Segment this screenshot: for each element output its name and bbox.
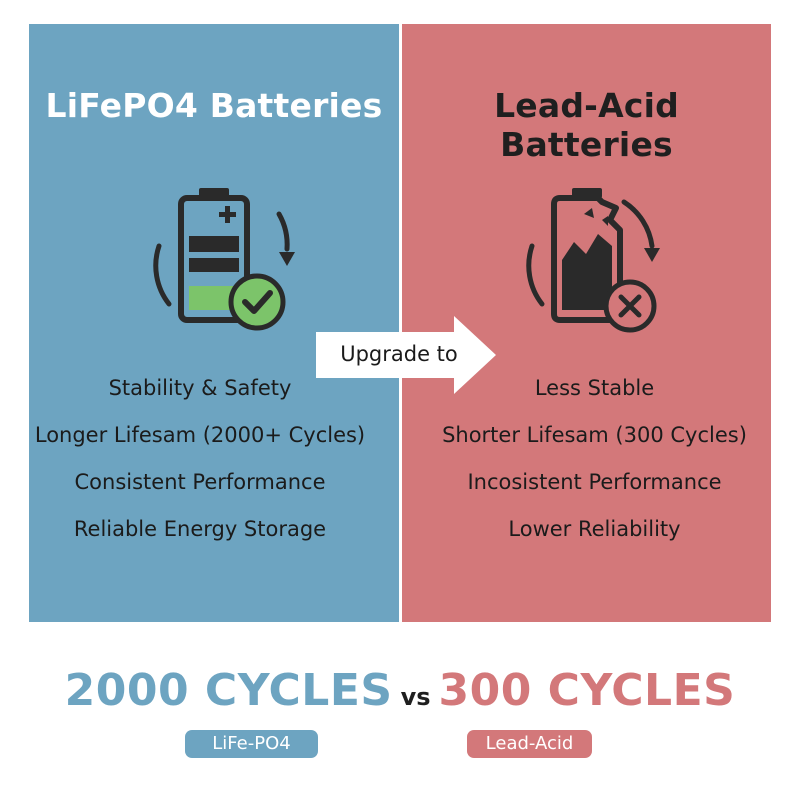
upgrade-arrow: Upgrade to xyxy=(316,316,498,394)
lead-acid-cycles: 300 CYCLES xyxy=(438,665,736,716)
right-arrow-icon xyxy=(316,316,496,394)
feature-item: Lower Reliability xyxy=(508,517,681,541)
cycles-comparison: 2000 CYCLES vs 300 CYCLES xyxy=(0,665,800,725)
battery-broken-x-icon xyxy=(525,188,660,333)
lifepo4-tag: LiFe-PO4 xyxy=(185,730,318,758)
feature-item: Stability & Safety xyxy=(108,376,292,400)
feature-item: Incosistent Performance xyxy=(467,470,722,494)
feature-item: Shorter Lifesam (300 Cycles) xyxy=(442,423,747,447)
feature-item: Longer Lifesam (2000+ Cycles) xyxy=(34,423,366,447)
feature-item: Consistent Performance xyxy=(74,470,326,494)
lead-acid-features: Less Stable Shorter Lifesam (300 Cycles)… xyxy=(402,376,771,564)
lifepo4-panel: LiFePO4 Batteries Stability & Safety Lon… xyxy=(29,24,399,622)
lead-acid-title: Lead-Acid Batteries xyxy=(494,86,679,164)
lead-acid-panel: Lead-Acid Batteries Less Stable Shorter … xyxy=(402,24,771,622)
lifepo4-features: Stability & Safety Longer Lifesam (2000+… xyxy=(29,376,399,564)
battery-charged-check-icon xyxy=(153,188,295,331)
upgrade-label: Upgrade to xyxy=(340,342,458,366)
lead-acid-tag: Lead-Acid xyxy=(467,730,592,758)
lead-acid-icon-area xyxy=(402,174,771,344)
vs-label: vs xyxy=(400,683,431,711)
lifepo4-title: LiFePO4 Batteries xyxy=(45,86,383,125)
lifepo4-icon-area xyxy=(29,174,399,344)
feature-item: Less Stable xyxy=(534,376,655,400)
feature-item: Reliable Energy Storage xyxy=(73,517,327,541)
lifepo4-cycles: 2000 CYCLES xyxy=(64,665,393,716)
